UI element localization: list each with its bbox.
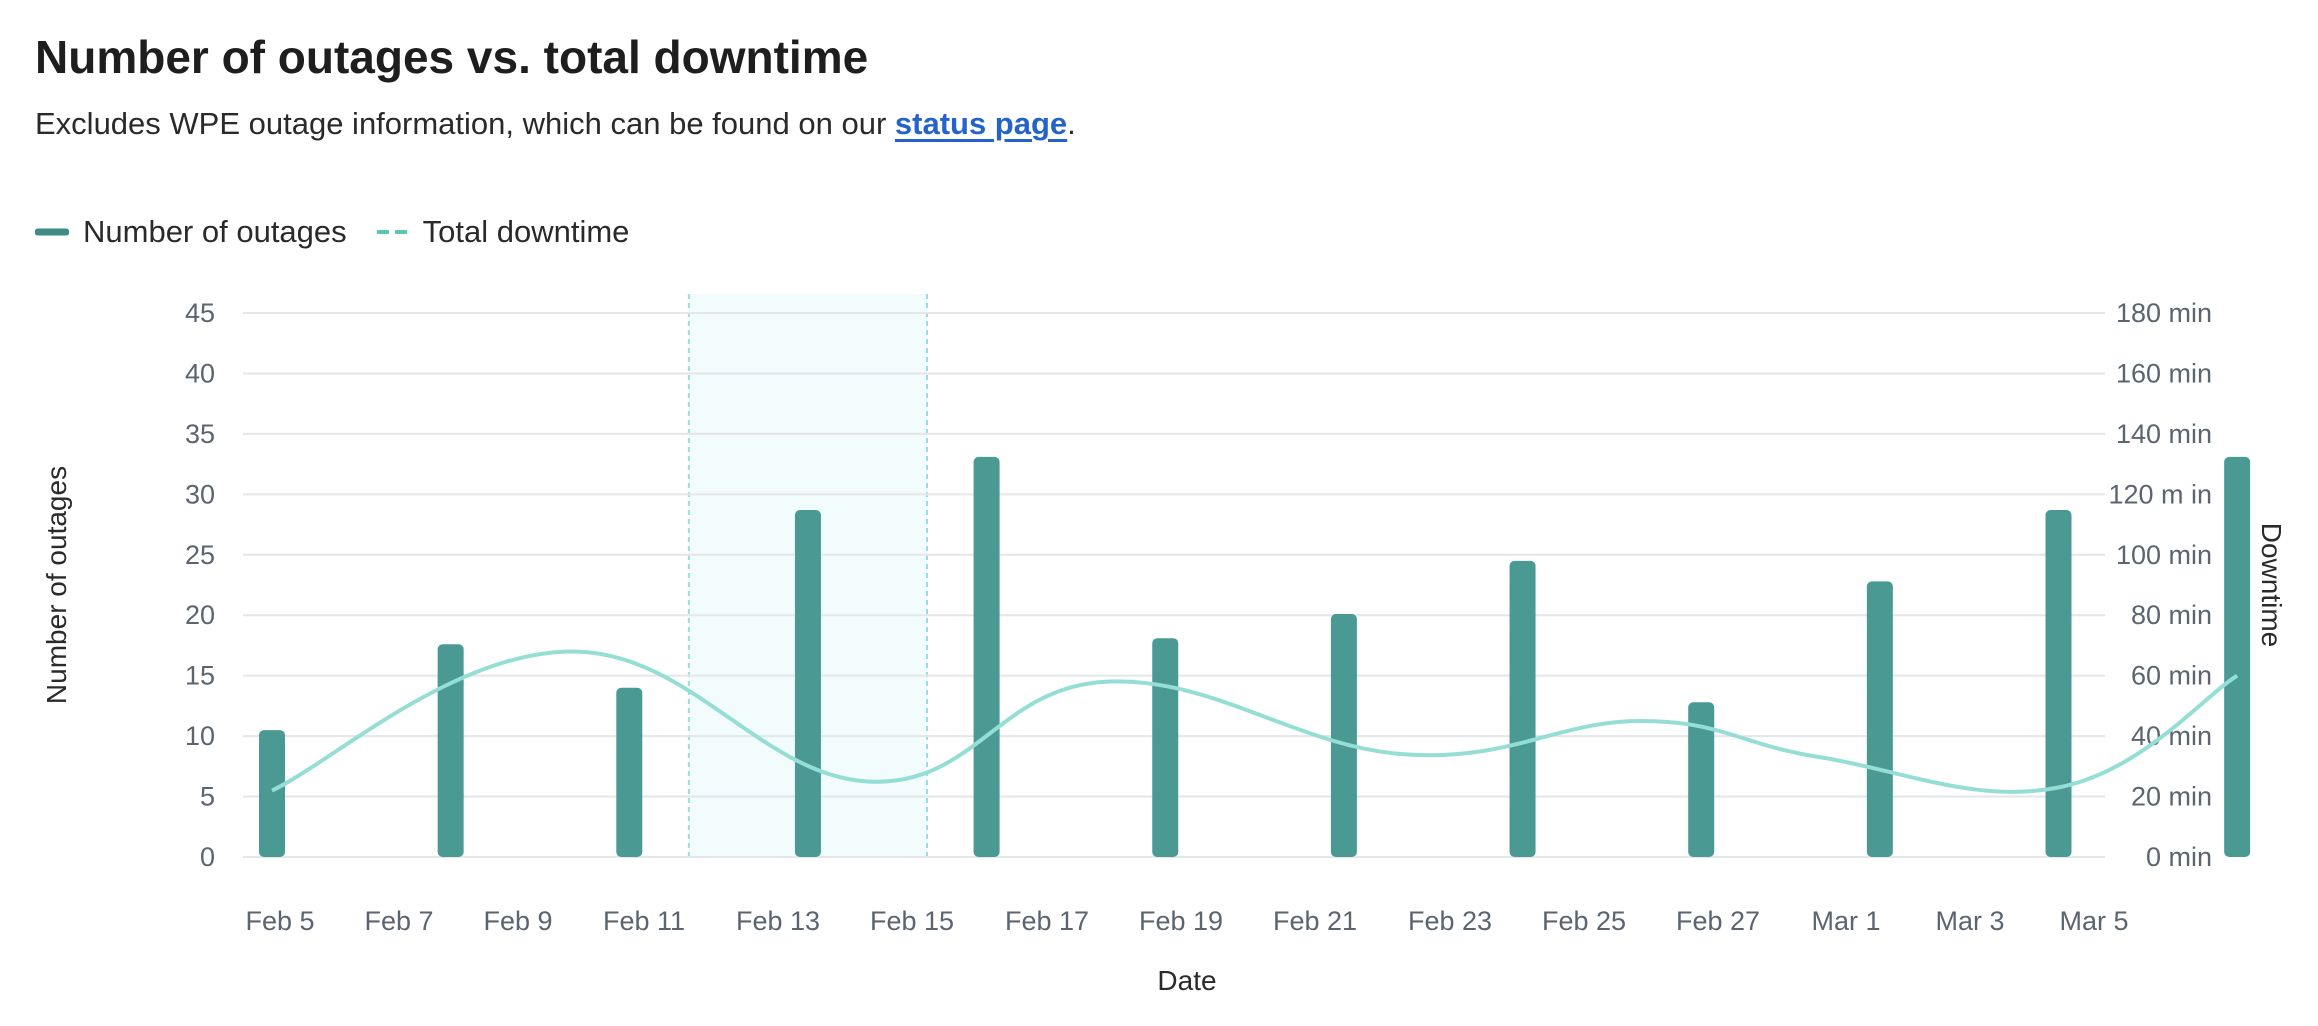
- y2-axis-title: Downtime: [2256, 523, 2287, 647]
- legend-swatch-dashed: [376, 230, 407, 234]
- chart-subtitle: Excludes WPE outage information, which c…: [35, 106, 1076, 142]
- x-tick-label: Feb 13: [736, 906, 820, 936]
- x-tick-label: Feb 19: [1139, 906, 1223, 936]
- outage-bar: [2224, 456, 2251, 857]
- y-tick-label: 5: [200, 782, 215, 812]
- x-tick-label: Feb 15: [870, 906, 954, 936]
- x-tick-label: Feb 5: [245, 906, 314, 936]
- x-tick-label: Feb 9: [483, 906, 552, 936]
- outage-bar: [1688, 702, 1715, 857]
- y-tick-label: 35: [185, 419, 215, 449]
- outage-bar: [437, 644, 464, 857]
- legend-item-downtime[interactable]: Total downtime: [375, 214, 630, 250]
- x-tick-label: Feb 23: [1408, 906, 1492, 936]
- outage-bar: [1509, 560, 1536, 857]
- outage-bar: [1152, 638, 1179, 857]
- y-tick-label: 10: [185, 721, 215, 751]
- outage-bar: [794, 510, 821, 857]
- outage-bar: [973, 456, 1000, 857]
- downtime-line: [271, 649, 2239, 794]
- legend-swatch-solid: [35, 228, 69, 236]
- y2-tick-label: 40 min: [2131, 721, 2212, 751]
- x-tick-label: Mar 5: [2059, 906, 2128, 936]
- y-axis-title: Number of outages: [41, 466, 72, 704]
- x-tick-label: Feb 21: [1273, 906, 1357, 936]
- status-page-link[interactable]: status page: [894, 106, 1068, 141]
- chart-legend: Number of outages Total downtime: [35, 214, 657, 250]
- y2-tick-label: 140 min: [2116, 419, 2212, 449]
- y-tick-label: 25: [185, 540, 215, 570]
- outage-bar: [1330, 614, 1357, 857]
- y2-tick-label: 100 min: [2116, 540, 2212, 570]
- legend-label-outages: Number of outages: [83, 214, 347, 249]
- x-tick-label: Feb 7: [364, 906, 433, 936]
- y2-tick-label: 60 min: [2131, 661, 2212, 691]
- y-tick-label: 45: [185, 298, 215, 328]
- outage-bar: [1866, 581, 1893, 857]
- subtitle-text: Excludes WPE outage information, which c…: [35, 106, 895, 141]
- x-axis-title: Date: [1157, 965, 1216, 996]
- y-tick-label: 30: [185, 479, 215, 509]
- y-tick-label: 15: [185, 661, 215, 691]
- y2-tick-label: 20 min: [2131, 782, 2212, 812]
- x-tick-label: Feb 25: [1542, 906, 1626, 936]
- chart-title: Number of outages vs. total downtime: [35, 31, 869, 83]
- y2-tick-label: 160 min: [2116, 358, 2212, 388]
- y-tick-label: 40: [185, 358, 215, 388]
- y-tick-label: 20: [185, 600, 215, 630]
- x-tick-label: Feb 11: [603, 906, 685, 936]
- x-tick-label: Feb 27: [1676, 906, 1760, 936]
- outage-bar: [2045, 510, 2072, 857]
- x-tick-label: Mar 1: [1811, 906, 1880, 936]
- legend-item-outages[interactable]: Number of outages: [35, 214, 347, 250]
- outage-bar: [259, 730, 285, 857]
- legend-label-downtime: Total downtime: [422, 214, 630, 249]
- y2-tick-label: 0 min: [2146, 842, 2212, 872]
- y2-tick-label: 120 m in: [2108, 479, 2212, 509]
- y2-tick-label: 180 min: [2116, 298, 2212, 328]
- y2-tick-label: 80 min: [2131, 600, 2212, 630]
- x-tick-label: Feb 17: [1005, 906, 1089, 936]
- y-tick-label: 0: [200, 842, 215, 872]
- x-tick-label: Mar 3: [1935, 906, 2004, 936]
- outage-bar: [616, 687, 643, 857]
- subtitle-period: .: [1067, 106, 1076, 141]
